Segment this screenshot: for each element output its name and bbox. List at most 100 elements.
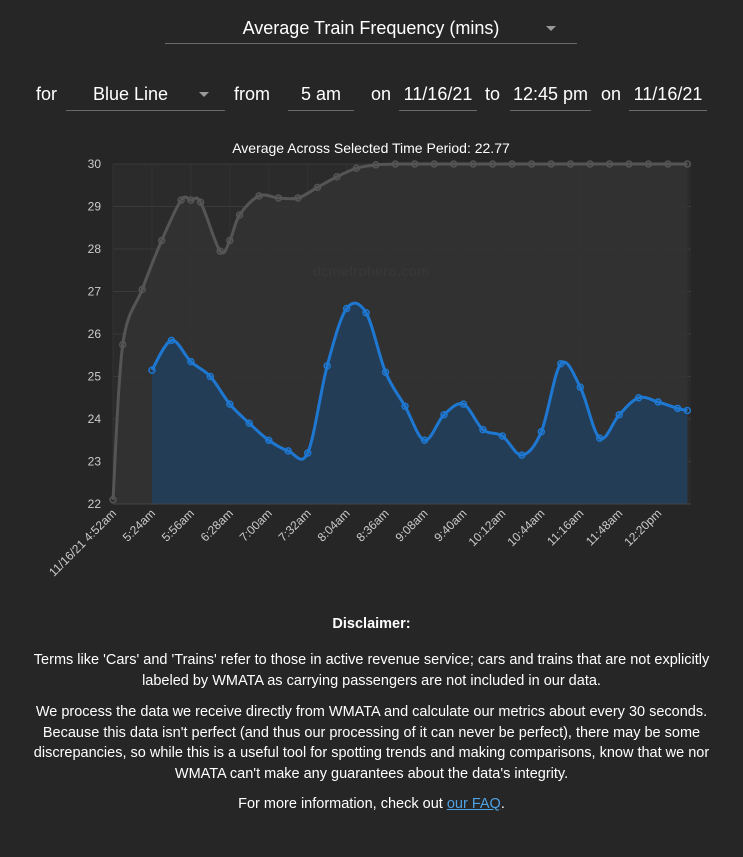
observed-point[interactable]	[537, 428, 546, 436]
expected-point[interactable]	[449, 160, 458, 168]
faq-link[interactable]: our FAQ	[446, 796, 501, 812]
x-tick-label: 6:28am	[198, 506, 236, 544]
x-tick-label: 5:56am	[159, 506, 197, 544]
line-select[interactable]: Blue Line	[66, 76, 225, 111]
from-label: from	[234, 84, 270, 104]
y-tick-label: 29	[88, 200, 102, 214]
x-tick-label: 10:12am	[466, 506, 509, 549]
y-tick-label: 28	[88, 242, 102, 256]
y-tick-label: 24	[88, 412, 102, 426]
observed-point[interactable]	[557, 360, 565, 368]
observed-point[interactable]	[595, 434, 604, 442]
expected-point[interactable]	[411, 160, 419, 168]
expected-point[interactable]	[313, 183, 322, 192]
expected-point[interactable]	[333, 173, 341, 181]
from-time-input[interactable]: 5 am	[288, 76, 354, 111]
x-tick-label: 9:40am	[431, 506, 469, 544]
observed-point[interactable]	[401, 402, 409, 410]
expected-point[interactable]	[118, 340, 127, 349]
expected-point[interactable]	[177, 196, 185, 204]
expected-point[interactable]	[216, 247, 224, 255]
observed-point[interactable]	[362, 309, 370, 317]
expected-point[interactable]	[109, 496, 117, 504]
expected-point[interactable]	[625, 160, 633, 168]
expected-point[interactable]	[226, 236, 234, 245]
expected-point[interactable]	[294, 194, 302, 202]
faq-paragraph: For more information, check out our FAQ.	[22, 794, 721, 815]
observed-point[interactable]	[634, 394, 643, 402]
expected-point[interactable]	[547, 160, 555, 168]
expected-point[interactable]	[488, 160, 497, 168]
observed-point[interactable]	[226, 400, 234, 408]
expected-point[interactable]	[391, 160, 400, 168]
observed-point[interactable]	[323, 362, 331, 370]
x-tick-label: 8:04am	[315, 506, 353, 544]
expected-point[interactable]	[683, 160, 692, 168]
from-date-value: 11/16/21	[403, 84, 473, 104]
observed-point[interactable]	[440, 411, 448, 419]
y-tick-label: 26	[88, 327, 102, 341]
observed-point[interactable]	[284, 447, 292, 455]
observed-point[interactable]	[167, 336, 176, 345]
disclaimer-paragraph: We process the data we receive directly …	[33, 704, 710, 782]
observed-area	[151, 303, 688, 504]
observed-point[interactable]	[148, 366, 156, 374]
chevron-down-icon	[546, 26, 556, 31]
metric-select[interactable]: Average Train Frequency (mins)	[165, 10, 577, 44]
observed-point[interactable]	[342, 304, 351, 313]
observed-point[interactable]	[498, 432, 507, 440]
on-label: on	[601, 84, 622, 104]
x-tick-label: 10:44am	[505, 506, 548, 549]
from-time-value: 5 am	[300, 84, 342, 104]
observed-point[interactable]	[381, 368, 390, 376]
expected-point[interactable]	[605, 160, 614, 168]
expected-point[interactable]	[566, 160, 575, 168]
x-tick-label: 7:32am	[276, 506, 314, 544]
observed-point[interactable]	[206, 372, 215, 381]
expected-point[interactable]	[138, 285, 146, 294]
observed-point[interactable]	[459, 400, 468, 408]
observed-point[interactable]	[683, 406, 692, 415]
expected-point[interactable]	[255, 192, 263, 200]
expected-point[interactable]	[157, 236, 166, 245]
disclaimer-paragraph: Terms like 'Cars' and 'Trains' refer to …	[33, 652, 710, 689]
x-tick-label: 12:20pm	[621, 506, 664, 549]
expected-point[interactable]	[586, 160, 594, 168]
expected-point[interactable]	[196, 198, 205, 206]
expected-point[interactable]	[508, 160, 516, 168]
expected-point[interactable]	[644, 160, 653, 168]
expected-point[interactable]	[430, 160, 438, 168]
observed-point[interactable]	[615, 411, 623, 419]
observed-point[interactable]	[265, 436, 273, 444]
expected-point[interactable]	[527, 160, 536, 168]
to-time-input[interactable]: 12:45 pm	[510, 76, 591, 111]
observed-point[interactable]	[245, 419, 254, 427]
observed-point[interactable]	[673, 404, 682, 413]
observed-point[interactable]	[187, 357, 195, 366]
observed-point[interactable]	[479, 425, 487, 434]
y-tick-label: 30	[88, 157, 102, 171]
observed-point[interactable]	[303, 449, 312, 457]
expected-point[interactable]	[187, 196, 195, 204]
observed-point[interactable]	[654, 398, 662, 406]
observed-point[interactable]	[518, 451, 526, 459]
expected-point[interactable]	[235, 211, 244, 219]
x-tick-label: 11:48am	[583, 506, 625, 548]
expected-point[interactable]	[274, 194, 283, 202]
to-date-input[interactable]: 11/16/21	[629, 76, 707, 111]
from-date-input[interactable]: 11/16/21	[399, 76, 477, 111]
observed-point[interactable]	[576, 383, 585, 391]
y-tick-label: 27	[88, 285, 102, 299]
expected-point[interactable]	[469, 160, 477, 168]
frequency-chart: 22 23 24 25 26 27 28 29 30 11/16/21 4:52am 5:24am 5…	[46, 140, 692, 579]
expected-point[interactable]	[664, 160, 672, 168]
chart-title: Average Across Selected Time Period: 22.…	[232, 140, 510, 156]
faq-suffix: .	[500, 796, 505, 812]
faq-prefix: For more information, check out	[238, 796, 447, 812]
y-tick-label: 23	[88, 455, 102, 469]
observed-point[interactable]	[420, 436, 429, 444]
expected-point[interactable]	[372, 161, 380, 169]
expected-point[interactable]	[352, 164, 361, 172]
y-tick-label: 22	[88, 497, 102, 511]
to-time-value: 12:45 pm	[512, 84, 589, 104]
